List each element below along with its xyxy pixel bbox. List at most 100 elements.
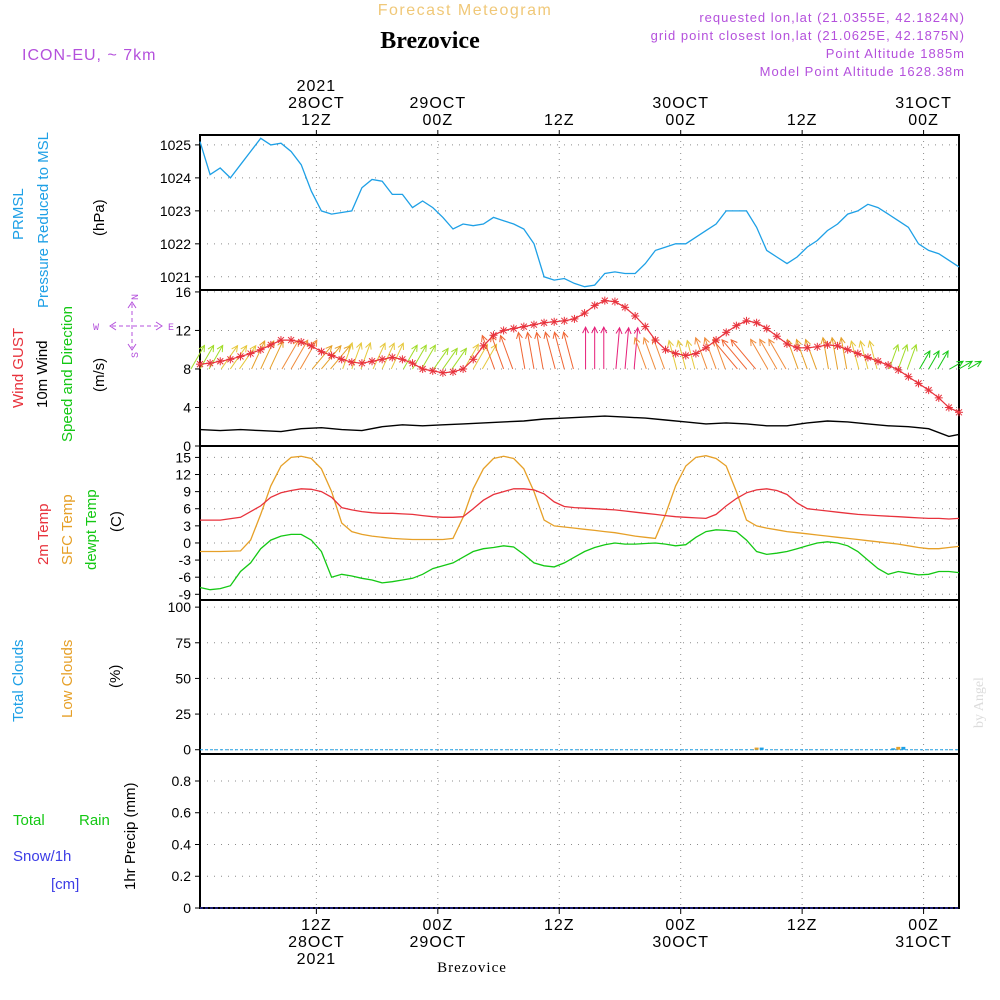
- gust-marker-d2: [793, 344, 801, 352]
- wind-arrow-head: [216, 344, 224, 353]
- wind-arrow-head: [379, 342, 386, 350]
- y-tick-label: 3: [183, 518, 191, 534]
- label-wind-gust: Wind GUST: [10, 328, 27, 408]
- wind-direction-arrow: [402, 344, 418, 370]
- sfc-temp-line: [200, 455, 960, 553]
- gust-marker: [550, 317, 559, 326]
- wind-arrow-shaft: [643, 337, 656, 370]
- label-c: (C): [108, 511, 125, 532]
- wind-arrow-head: [231, 344, 239, 353]
- gust-marker: [519, 322, 528, 331]
- y-tick-label: 9: [183, 484, 191, 500]
- time-label-top: 28OCT: [288, 95, 345, 112]
- gust-marker: [722, 328, 731, 337]
- gust-marker-d2: [803, 344, 811, 352]
- gust-marker: [317, 347, 326, 356]
- y-tick-label: 1021: [160, 269, 191, 285]
- gust-marker: [378, 355, 387, 364]
- gust-marker-d2: [500, 327, 507, 334]
- y-tick-label: 16: [175, 284, 191, 300]
- wind-arrow-head: [334, 344, 342, 353]
- wind-direction-arrow: [239, 344, 257, 370]
- wind-arrow-shaft: [730, 339, 756, 370]
- gust-marker: [307, 341, 316, 350]
- wind-direction-arrow: [937, 350, 949, 370]
- label-cm: [cm]: [51, 876, 79, 893]
- wind-direction-arrow: [433, 347, 449, 370]
- wind-direction-arrow: [838, 336, 848, 370]
- wind-arrow-head: [525, 331, 532, 340]
- wind-arrow-head: [356, 341, 363, 350]
- gust-marker: [651, 336, 660, 345]
- label-ms: (m/s): [91, 358, 108, 392]
- wind-arrow-shaft: [360, 342, 371, 370]
- gust-marker-d2: [611, 298, 619, 305]
- gust-marker-d2: [884, 361, 892, 369]
- wind-arrow-head: [249, 344, 257, 353]
- gust-marker: [357, 359, 366, 368]
- gust-marker: [631, 312, 640, 320]
- compass-s: S: [131, 352, 142, 358]
- panel-clouds: 0 25 50 75 100: [168, 599, 960, 758]
- wind-arrow-shaft: [481, 344, 497, 370]
- point-altitude: Point Altitude 1885m: [826, 46, 965, 61]
- compass-icon: N S W E: [93, 294, 174, 358]
- wind-arrow-head: [481, 334, 488, 343]
- wind-direction-arrow: [311, 344, 333, 370]
- time-label-top: 31OCT: [895, 95, 952, 112]
- compass-w: W: [93, 323, 99, 334]
- wind-direction-arrow: [703, 336, 717, 370]
- label-precip-mm: 1hr Precip (mm): [122, 782, 139, 890]
- gust-marker-d2: [915, 380, 922, 387]
- gust-marker: [560, 316, 569, 325]
- gridpoint-coords: grid point closest lon,lat (21.0625E, 42…: [651, 28, 965, 43]
- gust-marker-d2: [358, 359, 366, 367]
- gust-marker: [661, 345, 670, 354]
- label-percent: (%): [107, 665, 124, 688]
- wind-arrow-shaft: [897, 344, 908, 370]
- gust-marker-d2: [297, 338, 305, 346]
- time-label-bottom: 31OCT: [895, 934, 952, 951]
- y-tick-label: 0: [183, 900, 191, 916]
- temp-labels: 2m Temp SFC Temp dewpt Temp (C): [35, 489, 125, 570]
- gust-marker: [793, 343, 802, 352]
- wind-arrow-head: [867, 339, 875, 348]
- gust-marker-d2: [216, 357, 224, 365]
- gust-marker: [590, 301, 599, 310]
- wind-arrow-head: [582, 326, 590, 334]
- wind-arrow-shaft: [759, 339, 778, 370]
- wind-direction-arrow: [919, 350, 931, 370]
- wind-arrow-head: [768, 338, 775, 347]
- gust-marker: [884, 361, 893, 370]
- wind-arrow-shaft: [704, 337, 717, 370]
- gust-marker-d2: [480, 342, 487, 350]
- y-tick-label: 0: [183, 742, 191, 758]
- gust-marker-d2: [530, 321, 538, 329]
- wind-arrow-head: [795, 338, 802, 347]
- header-title: Forecast Meteogram: [378, 2, 553, 19]
- gust-marker: [337, 355, 346, 364]
- y-tick-label: 1022: [160, 236, 191, 252]
- wind-arrow-head: [346, 341, 354, 350]
- wind-arrow-head: [552, 331, 560, 339]
- gust-marker-d2: [844, 346, 852, 354]
- wind-direction-arrow: [667, 339, 678, 370]
- time-label-top: 12Z: [787, 112, 818, 129]
- wind-arrow-head: [460, 347, 467, 356]
- gust-marker: [438, 368, 447, 377]
- cloud-labels: Total Clouds Low Clouds (%): [10, 639, 124, 722]
- gust-marker-d2: [591, 302, 599, 309]
- panel-frame: [199, 445, 960, 601]
- wind-arrow-head: [277, 340, 284, 348]
- wind-arrow-head: [543, 331, 551, 339]
- gust-marker-d2: [550, 318, 558, 326]
- gust-marker-d2: [722, 329, 730, 336]
- gust-marker: [570, 314, 579, 323]
- wind-arrow-shaft: [421, 344, 436, 370]
- wind-direction-arrow: [516, 331, 526, 370]
- wind-arrow-shaft: [958, 360, 973, 370]
- gust-marker-d2: [277, 336, 285, 344]
- wind-direction-arrow: [633, 326, 641, 370]
- gust-marker-d2: [368, 357, 376, 365]
- wind-arrow-shaft: [634, 337, 647, 370]
